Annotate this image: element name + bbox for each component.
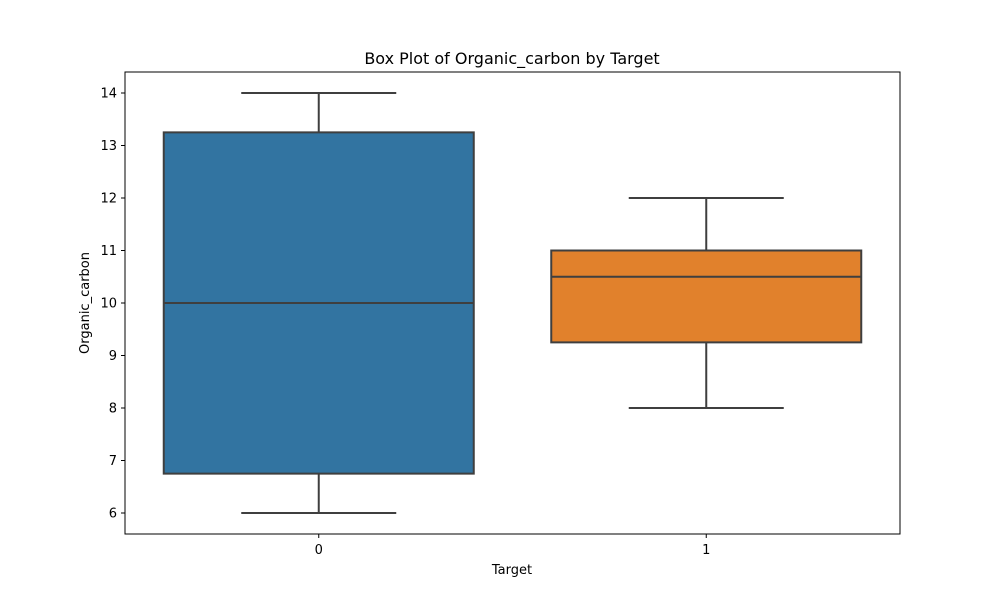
x-tick-label: 1 [702, 543, 710, 558]
y-tick-label: 6 [109, 507, 117, 522]
box-group-0 [162, 92, 475, 514]
x-axis-label: Target [491, 563, 532, 578]
x-tick-label: 0 [315, 543, 323, 558]
y-tick-label: 13 [100, 139, 117, 154]
box-group-1 [550, 197, 863, 409]
plot-marks [162, 92, 863, 514]
y-tick-label: 9 [109, 349, 117, 364]
chart-title: Box Plot of Organic_carbon by Target [364, 49, 659, 69]
y-tick-label: 10 [100, 297, 117, 312]
y-tick-label: 14 [100, 87, 117, 102]
y-tick-label: 12 [100, 192, 117, 207]
y-tick-label: 8 [109, 402, 117, 417]
iqr-box [550, 249, 863, 344]
y-axis-label: Organic_carbon [78, 252, 93, 354]
y-axis: 6 7 8 9 10 11 12 13 14 [100, 87, 125, 522]
y-tick-label: 11 [100, 244, 117, 259]
y-tick-label: 7 [109, 454, 117, 469]
